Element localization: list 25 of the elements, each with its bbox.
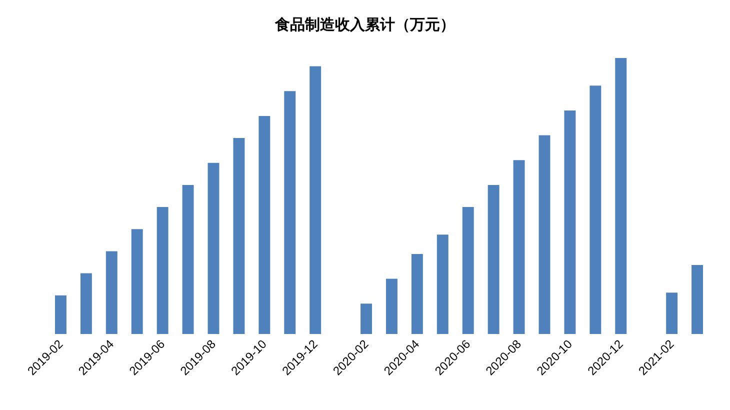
bar <box>208 162 220 334</box>
bar <box>80 273 92 334</box>
bar <box>411 254 423 334</box>
bar <box>590 86 602 334</box>
bar <box>284 91 296 334</box>
bar <box>131 229 143 334</box>
bar <box>106 251 118 334</box>
bar <box>436 234 448 334</box>
chart-title: 食品制造收入累计（万元） <box>274 16 455 34</box>
bar <box>615 58 627 334</box>
bar <box>564 110 576 334</box>
bar <box>360 304 372 334</box>
bar <box>182 184 194 334</box>
bar <box>692 265 703 334</box>
bar <box>666 292 678 334</box>
bar <box>233 138 245 334</box>
bar <box>55 295 66 334</box>
bar <box>462 207 474 334</box>
bar <box>538 135 550 334</box>
bar <box>488 184 500 334</box>
bar <box>156 207 168 334</box>
bar <box>386 278 398 334</box>
bar <box>513 160 525 334</box>
bar <box>310 66 322 334</box>
bar <box>258 116 270 334</box>
